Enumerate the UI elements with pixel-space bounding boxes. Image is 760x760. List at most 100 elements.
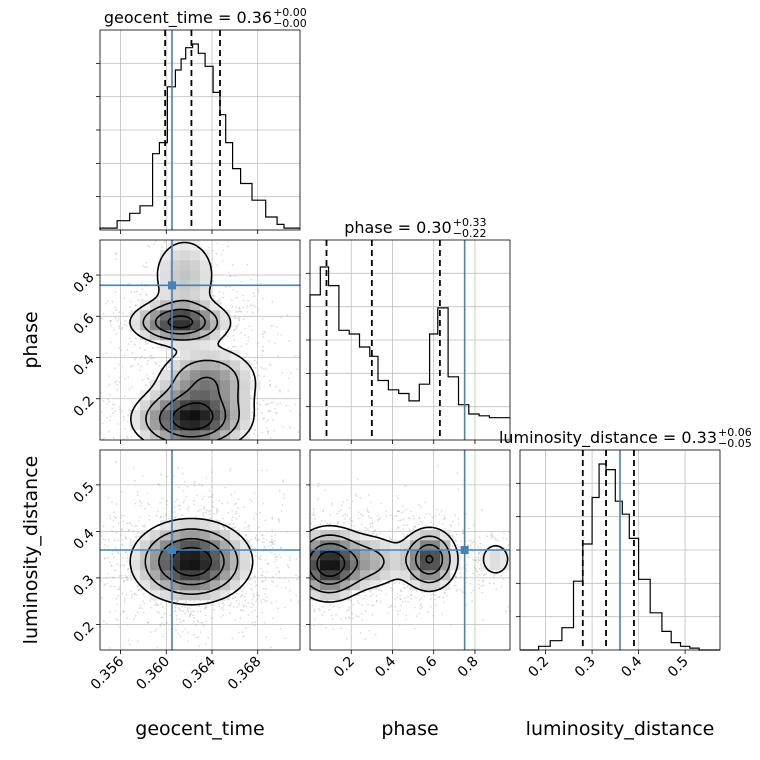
scatter-point xyxy=(215,507,218,510)
density-bin xyxy=(140,530,151,541)
scatter-point xyxy=(444,517,446,520)
density-bin xyxy=(180,290,191,301)
scatter-point xyxy=(271,580,273,582)
scatter-point xyxy=(371,521,373,524)
scatter-point xyxy=(313,524,316,527)
scatter-point xyxy=(513,603,515,605)
scatter-point xyxy=(71,435,73,437)
density-bin xyxy=(230,400,241,411)
scatter-point xyxy=(260,601,263,604)
scatter-point xyxy=(195,515,197,518)
scatter-point xyxy=(231,263,234,266)
scatter-point xyxy=(104,539,107,541)
scatter-point xyxy=(265,403,268,406)
scatter-point xyxy=(230,602,232,605)
scatter-point xyxy=(222,517,224,520)
scatter-point xyxy=(235,517,238,520)
scatter-point xyxy=(269,383,272,386)
scatter-point xyxy=(233,227,235,229)
scatter-point xyxy=(306,536,308,538)
scatter-point xyxy=(109,517,112,520)
scatter-point xyxy=(496,547,499,550)
scatter-point xyxy=(128,282,131,285)
scatter-point xyxy=(186,607,189,609)
contour-line xyxy=(310,524,509,603)
density-bin xyxy=(180,370,191,381)
scatter-point xyxy=(281,503,284,506)
scatter-point xyxy=(90,422,92,424)
scatter-point xyxy=(270,467,272,469)
scatter-point xyxy=(454,539,456,542)
scatter-point xyxy=(267,562,269,565)
scatter-point xyxy=(147,463,149,465)
scatter-point xyxy=(236,291,238,293)
scatter-point xyxy=(203,606,206,609)
scatter-point xyxy=(238,317,241,319)
scatter-point xyxy=(267,402,270,405)
scatter-point xyxy=(181,630,184,633)
scatter-point xyxy=(511,551,513,553)
scatter-point xyxy=(475,556,478,559)
density-bin xyxy=(150,530,161,541)
density-bin xyxy=(180,540,191,551)
scatter-point xyxy=(211,249,214,252)
scatter-point xyxy=(381,585,384,588)
scatter-point xyxy=(378,518,380,521)
scatter-point xyxy=(376,534,378,537)
scatter-point xyxy=(420,603,422,606)
scatter-point xyxy=(233,328,235,331)
scatter-point xyxy=(276,607,279,610)
scatter-point xyxy=(111,407,114,410)
density-bin xyxy=(450,550,461,561)
scatter-point xyxy=(275,543,277,545)
scatter-point xyxy=(289,583,291,585)
scatter-point xyxy=(165,514,168,517)
scatter-point xyxy=(258,374,260,377)
scatter-point xyxy=(500,575,502,577)
scatter-point xyxy=(113,403,116,406)
scatter-point xyxy=(244,356,247,359)
scatter-point xyxy=(226,335,229,338)
scatter-point xyxy=(250,422,253,425)
scatter-point xyxy=(134,502,137,505)
scatter-point xyxy=(64,532,66,534)
scatter-point xyxy=(239,310,242,313)
scatter-point xyxy=(272,617,274,619)
scatter-point xyxy=(253,446,255,448)
scatter-point xyxy=(95,412,97,414)
scatter-point xyxy=(276,609,278,611)
scatter-point xyxy=(112,312,115,315)
scatter-point xyxy=(123,354,126,357)
density-bin xyxy=(210,370,221,381)
density-bin xyxy=(170,270,181,281)
density-bin xyxy=(440,550,451,561)
scatter-point xyxy=(273,429,276,432)
scatter-point xyxy=(93,332,95,334)
scatter-point xyxy=(155,601,157,604)
density-bin xyxy=(170,300,181,311)
scatter-point xyxy=(294,526,296,528)
scatter-point xyxy=(398,510,401,512)
scatter-point xyxy=(240,311,243,313)
scatter-point xyxy=(116,550,118,553)
scatter-point xyxy=(220,237,222,239)
scatter-point xyxy=(475,559,477,562)
scatter-point xyxy=(247,336,250,338)
scatter-point xyxy=(197,510,200,512)
scatter-point xyxy=(157,295,160,298)
scatter-point xyxy=(121,328,123,331)
scatter-point xyxy=(320,519,323,522)
scatter-point xyxy=(306,561,308,563)
scatter-point xyxy=(189,612,192,615)
scatter-point xyxy=(223,453,225,455)
density-bin xyxy=(500,560,510,571)
density-bin xyxy=(420,560,431,571)
scatter-point xyxy=(138,520,141,522)
scatter-point xyxy=(32,385,34,387)
scatter-point xyxy=(254,367,257,369)
scatter-point xyxy=(271,538,273,541)
scatter-point xyxy=(128,408,131,411)
scatter-point xyxy=(181,200,183,202)
density-bin xyxy=(350,530,361,541)
scatter-point xyxy=(191,610,194,613)
